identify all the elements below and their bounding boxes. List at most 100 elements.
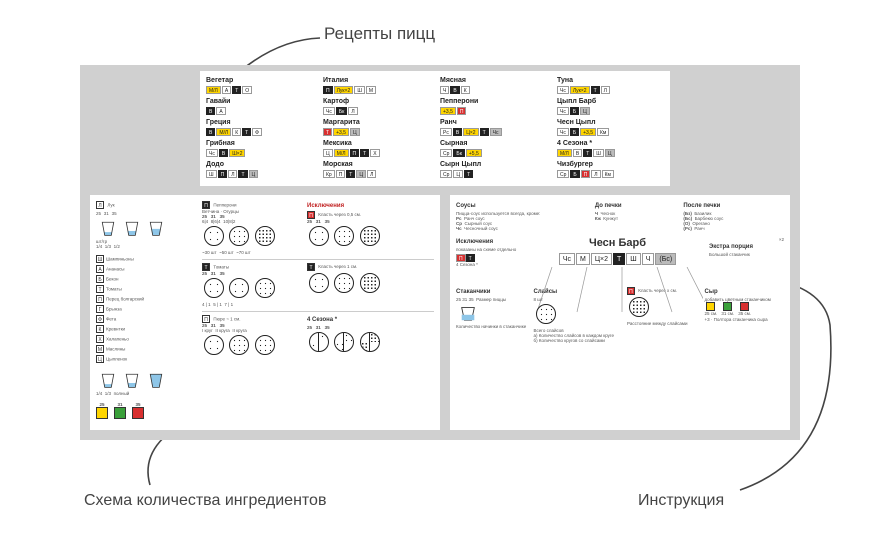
chip: М/Л: [557, 149, 572, 157]
l: ~50 шт: [219, 250, 234, 255]
cup-icon: [123, 371, 141, 389]
chip: М: [366, 86, 376, 94]
chip: Т: [360, 149, 369, 157]
chip: Ш: [354, 86, 365, 94]
cup-icon: [99, 219, 117, 237]
color-square: 35: [132, 402, 144, 419]
x2: ×2: [709, 237, 784, 242]
chip: Л: [591, 170, 600, 178]
chip: П: [456, 254, 466, 262]
chip: Ц: [605, 149, 615, 157]
t: Класть через 1 см.: [318, 264, 357, 269]
chip: М/Л: [216, 128, 231, 136]
pizza-circle: [360, 273, 380, 293]
recipe-name: Туна: [557, 77, 664, 84]
chip: П: [581, 170, 591, 178]
chip: Бк: [453, 149, 464, 157]
cups-row: [96, 217, 196, 239]
chip: Ср: [557, 170, 569, 178]
chip: П: [307, 211, 315, 219]
recipe-name: Чесн Цыпл: [557, 119, 664, 126]
l: ~30 шт: [202, 250, 217, 255]
cup-icon: [123, 219, 141, 237]
recipe-name: Додо: [206, 161, 313, 168]
ingredient-row: ММаслины: [96, 345, 196, 355]
chip: Т: [466, 254, 475, 262]
f: 1/4: [96, 391, 102, 396]
chip: М/Л: [334, 149, 349, 157]
recipe-chips: ЧВК: [440, 86, 547, 94]
chip: O: [242, 86, 252, 94]
h: Стаканчики: [456, 289, 528, 295]
pizza-circle: [255, 335, 275, 355]
pizza-circle: [204, 278, 224, 298]
season-circle: [309, 332, 329, 352]
chip: М: [576, 253, 590, 265]
ingredient-row: ККревнтки: [96, 325, 196, 335]
n: 31: [104, 211, 109, 216]
cheese-square: 35 см.: [738, 302, 751, 316]
h: Сыр: [705, 289, 784, 295]
chip: Ср: [440, 170, 452, 178]
chip: Чс: [490, 128, 502, 136]
seasons-heading: 4 Сезона *: [307, 317, 434, 323]
chip: Ц×2: [463, 128, 478, 136]
cheese-square: 25 см.: [705, 302, 718, 316]
chip: B: [206, 128, 215, 136]
center-strip: ЧсМЦ×2ТШЧ(Бс): [532, 253, 703, 265]
code-box: Л: [96, 201, 104, 209]
chip: Т: [591, 86, 600, 94]
chip: Чс: [559, 253, 575, 265]
chip: П: [202, 315, 210, 323]
ingredient-code-list: ШШампиньоныААнанасыББеконТТоматыППерец б…: [96, 255, 196, 365]
chip: Б: [570, 170, 579, 178]
chip: Ц: [580, 107, 590, 115]
chip: Ш: [593, 149, 604, 157]
h: До печки: [595, 203, 676, 209]
chip: Ч: [440, 86, 449, 94]
recipe-chips: СрЦТ: [440, 170, 547, 178]
chip: Ф: [252, 128, 262, 136]
pizza-circle: [204, 335, 224, 355]
chip: +5,5: [466, 149, 482, 157]
color-squares: 253135: [96, 402, 196, 419]
h: Пепперони: [213, 202, 236, 207]
h: После печки: [683, 203, 784, 209]
chip: П: [218, 170, 228, 178]
color-square: 31: [114, 402, 126, 419]
recipe-chips: СрБк+5,5: [440, 149, 547, 157]
n: 35: [469, 297, 474, 302]
chip: Х: [370, 149, 379, 157]
code-box: Ш: [96, 255, 104, 263]
n: Количество начинки в стаканчике: [456, 324, 528, 329]
recipe-chips: +3,5П: [440, 107, 547, 115]
chip: П: [457, 107, 467, 115]
l: ~70 шт: [236, 250, 251, 255]
h: Пюре ~ 1 см.: [213, 316, 240, 321]
pizza-circle: [536, 304, 556, 324]
f: 1/3: [105, 391, 111, 396]
chip: Ц: [356, 170, 366, 178]
chip: Кр: [323, 170, 335, 178]
n: 25: [456, 297, 461, 302]
cup-icon: [147, 371, 165, 389]
ingredient-row: ППерец болгарский: [96, 295, 196, 305]
recipe-name: Ранч: [440, 119, 547, 126]
recipe-chips: СрБПЛКм: [557, 170, 664, 178]
chip: К: [461, 86, 470, 94]
pizza-circle: [629, 297, 649, 317]
ingredients-panel: Л Лук 25 31 35 шт/гр 1/4 1/3 1/2 ШШампин…: [90, 195, 440, 430]
e: +3 · Полтора стаканчика сыра: [705, 317, 784, 322]
ingredient-row: ХХалапеньо: [96, 335, 196, 345]
recipe-name: Чизбургер: [557, 161, 664, 168]
ingredient-row: ЦЦыпленок: [96, 355, 196, 365]
chip: Б: [570, 128, 579, 136]
chip: (Бс): [655, 253, 676, 265]
chip: Т: [346, 170, 355, 178]
chip: Ц×2: [591, 253, 612, 265]
recipe-chips: ЧсБкЛ: [323, 107, 430, 115]
chip: Ц: [323, 149, 333, 157]
pizza-circle: [334, 226, 354, 246]
chip: +3,5: [440, 107, 456, 115]
chip: П: [202, 201, 210, 209]
